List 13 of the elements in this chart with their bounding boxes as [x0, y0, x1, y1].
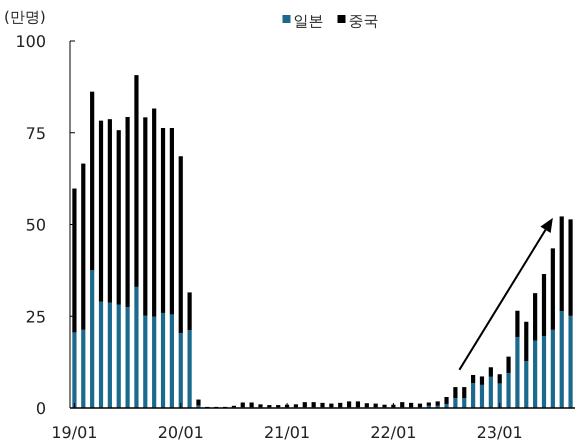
x-tick-label: 19/01 [51, 423, 98, 442]
y-tick-label: 100 [15, 32, 46, 51]
x-tick-label: 21/01 [264, 423, 310, 442]
x-tick-label: 20/01 [158, 423, 204, 442]
x-tick-label: 23/01 [476, 423, 523, 442]
y-tick-label: 75 [26, 124, 46, 143]
legend-label: 일본 [294, 12, 324, 30]
x-tick-label: 22/01 [370, 423, 416, 442]
y-axis-title: (만명) [4, 8, 46, 26]
legend-label: 중국 [348, 12, 378, 30]
y-tick-label: 0 [36, 399, 46, 418]
y-tick-label: 25 [26, 307, 46, 326]
y-tick-label: 50 [26, 216, 46, 234]
